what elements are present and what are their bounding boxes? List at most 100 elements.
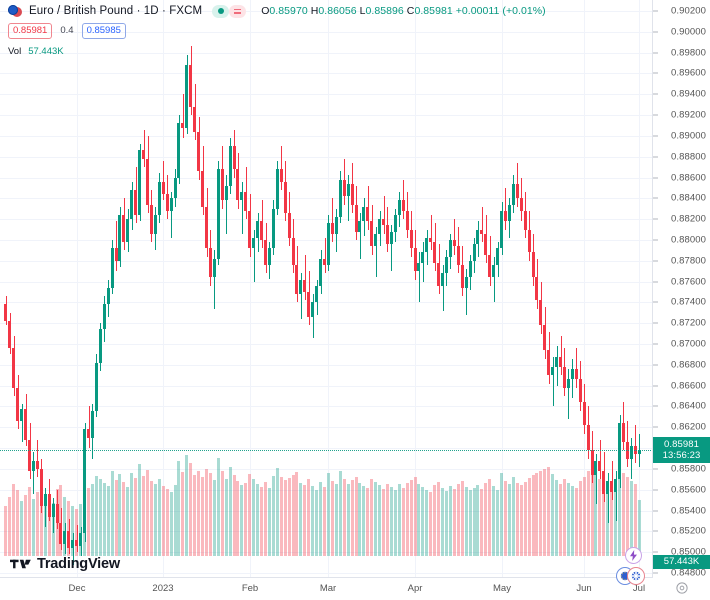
candle-wick	[305, 254, 306, 301]
gridline-horizontal	[0, 282, 653, 283]
candle-body	[448, 239, 452, 257]
candle-wick	[33, 452, 34, 494]
gbp-chip-icon[interactable]	[627, 567, 645, 585]
candle-wick	[568, 369, 569, 419]
candle-wick	[22, 404, 23, 442]
volume-bar	[303, 485, 307, 556]
candle-body	[413, 248, 417, 272]
price-tick-dash	[653, 551, 658, 553]
lightning-bolt-icon[interactable]	[625, 547, 642, 564]
volume-bar	[578, 480, 582, 556]
price-tick-dash	[653, 468, 658, 470]
time-tick-label: Feb	[241, 583, 259, 594]
volume-bar	[149, 480, 153, 556]
volume-bar	[496, 490, 500, 556]
volume-bar	[106, 486, 110, 556]
price-tick-label: 0.88400	[670, 192, 706, 204]
volume-bar	[114, 479, 118, 556]
price-tick-label: 0.87400	[670, 296, 706, 308]
volume-bar	[382, 489, 386, 556]
candle-body	[566, 379, 570, 388]
candle-body	[346, 183, 350, 197]
volume-scale-badge: 57.443K	[653, 555, 710, 569]
candle-body	[161, 181, 165, 195]
gridline-vertical	[584, 0, 585, 578]
gridline-horizontal	[0, 386, 653, 387]
series-visible-icon[interactable]	[212, 4, 230, 18]
volume-bar	[405, 482, 409, 556]
price-tick-label: 0.85800	[670, 463, 706, 475]
candle-body	[16, 387, 20, 422]
volume-bar	[378, 485, 382, 556]
candle-wick	[226, 175, 227, 234]
candle-wick	[281, 146, 282, 190]
price-tick-label: 0.87600	[670, 276, 706, 288]
current-price-badge[interactable]: 0.85981 13:56:23	[653, 437, 710, 464]
volume-bar	[181, 471, 185, 556]
volume-bar	[480, 489, 484, 556]
candle-wick	[325, 237, 326, 274]
indicator-blue-value[interactable]: 0.85985	[81, 23, 126, 39]
volume-bar	[98, 478, 102, 556]
candle-body	[283, 181, 287, 213]
volume-bar	[173, 485, 177, 556]
candle-body	[417, 262, 421, 272]
legend-controls[interactable]	[212, 4, 247, 18]
candle-wick	[144, 129, 145, 168]
candle-body	[94, 362, 98, 411]
candle-body	[197, 131, 201, 172]
candle-body	[98, 329, 102, 363]
gridline-horizontal	[0, 32, 653, 33]
symbol-title[interactable]: Euro / British Pound · 1D · FXCM	[29, 5, 203, 17]
candle-body	[138, 150, 142, 215]
candle-body	[185, 65, 189, 128]
volume-bar	[142, 475, 146, 556]
volume-bar	[433, 485, 437, 556]
candle-body	[472, 244, 476, 261]
series-settings-icon[interactable]	[229, 4, 247, 18]
volume-bar	[448, 486, 452, 556]
candle-body	[444, 256, 448, 274]
candle-body	[354, 204, 358, 232]
price-tick-label: 0.87000	[670, 338, 706, 350]
volume-bar	[507, 484, 511, 556]
candle-body	[535, 277, 539, 301]
volume-bar	[330, 480, 334, 556]
volume-bar	[334, 484, 338, 556]
gear-icon[interactable]	[674, 580, 690, 596]
indicator-mid-value[interactable]: 0.4	[60, 25, 74, 36]
candle-body	[370, 221, 374, 247]
volume-bar	[606, 480, 610, 556]
candle-body	[492, 264, 496, 278]
time-scale[interactable]: Dec 2023 Feb Mar Apr May Jun Jul	[0, 577, 653, 600]
volume-bar	[547, 467, 551, 556]
price-tick-label: 0.88800	[670, 151, 706, 163]
candle-body	[79, 533, 83, 546]
legend-indicator-row: 0.85981 0.4 0.85985	[8, 23, 546, 39]
gridline-vertical	[502, 0, 503, 578]
candle-body	[519, 198, 523, 211]
candle-body	[323, 258, 327, 265]
volume-label: Vol	[8, 45, 22, 57]
volume-bar	[614, 482, 618, 556]
volume-bar	[161, 486, 165, 556]
volume-bar	[287, 477, 291, 556]
volume-bar	[500, 472, 504, 556]
gridline-horizontal	[0, 157, 653, 158]
volume-bar	[205, 469, 209, 556]
volume-bar	[590, 467, 594, 556]
volume-bar	[511, 476, 515, 556]
indicator-red-value[interactable]: 0.85981	[8, 23, 53, 39]
chart-pane[interactable]	[0, 0, 653, 578]
candle-body	[279, 169, 283, 182]
volume-bar	[629, 480, 633, 556]
volume-bar	[452, 489, 456, 556]
candle-body	[149, 204, 153, 234]
price-tick-dash	[653, 301, 658, 303]
volume-bar	[94, 475, 98, 556]
currency-chips[interactable]	[616, 567, 646, 585]
price-scale[interactable]: 0.85981 13:56:23 57.443K 0.90200 0.90000 0…	[652, 0, 710, 600]
candle-body	[456, 246, 460, 265]
price-tick-label: 0.87800	[670, 255, 706, 267]
